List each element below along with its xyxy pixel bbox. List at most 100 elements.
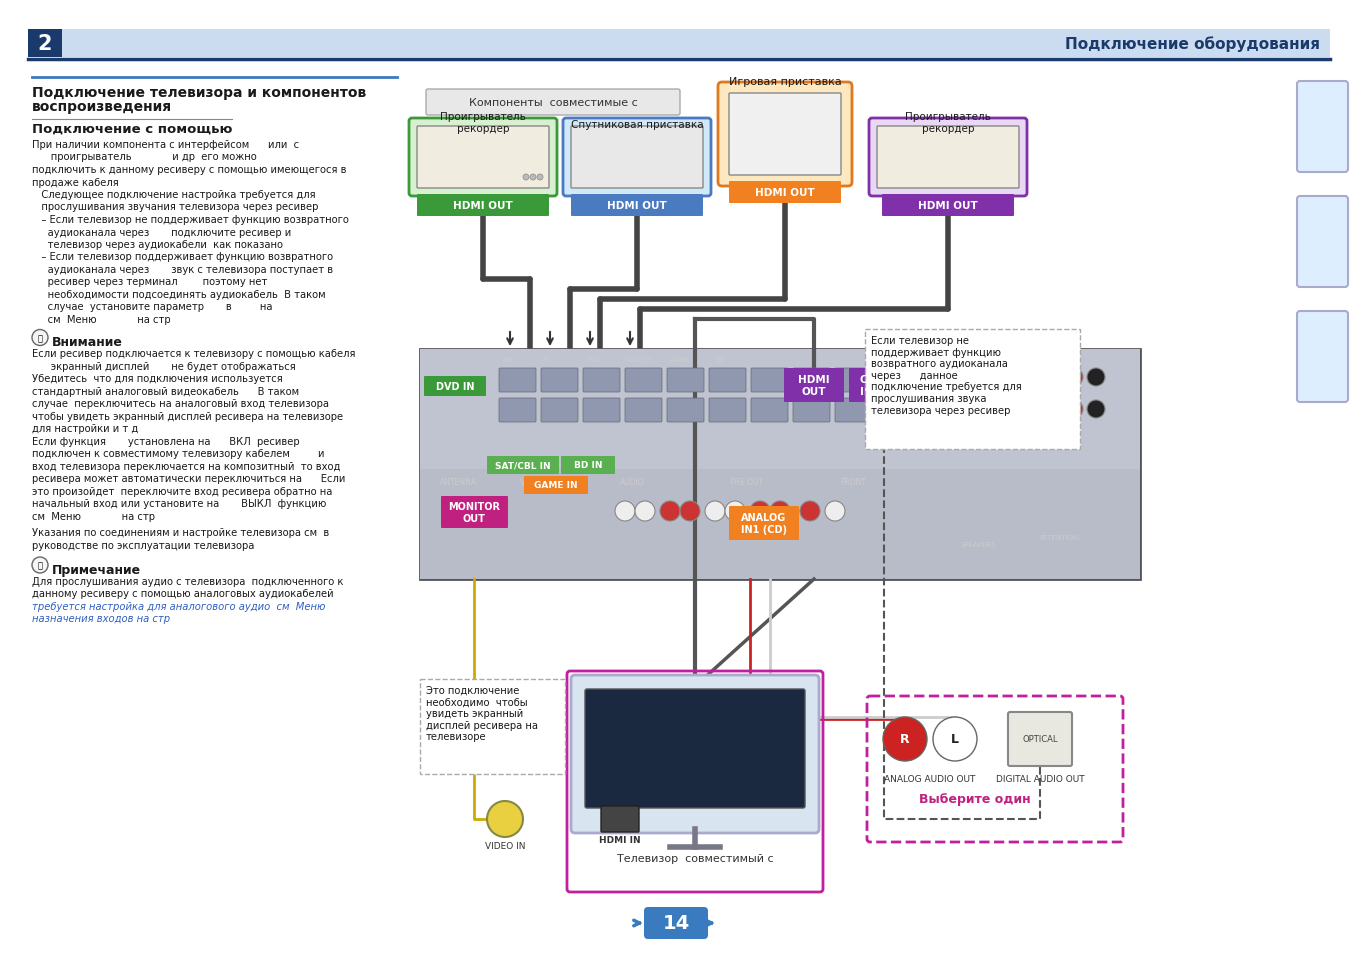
FancyBboxPatch shape bbox=[882, 194, 1014, 216]
FancyBboxPatch shape bbox=[718, 83, 852, 187]
Text: FRONT: FRONT bbox=[840, 477, 867, 486]
FancyBboxPatch shape bbox=[499, 398, 535, 422]
Text: Телевизор  совместимый с: Телевизор совместимый с bbox=[617, 853, 773, 863]
Text: воспроизведения: воспроизведения bbox=[32, 100, 172, 113]
FancyBboxPatch shape bbox=[410, 119, 557, 196]
Text: Проигрыватель
рекордер: Проигрыватель рекордер bbox=[439, 112, 526, 133]
FancyBboxPatch shape bbox=[541, 369, 579, 393]
Text: Подключение с помощью: Подключение с помощью bbox=[32, 123, 233, 136]
Text: ресивер через терминал        поэтому нет: ресивер через терминал поэтому нет bbox=[32, 277, 268, 287]
Text: 2: 2 bbox=[38, 34, 53, 54]
Text: подключить к данному ресиверу с помощью имеющегося в: подключить к данному ресиверу с помощью … bbox=[32, 165, 346, 174]
Circle shape bbox=[530, 174, 535, 181]
FancyBboxPatch shape bbox=[487, 456, 558, 475]
Circle shape bbox=[680, 501, 700, 521]
FancyBboxPatch shape bbox=[416, 127, 549, 189]
Text: VIDEO IN: VIDEO IN bbox=[485, 841, 525, 850]
FancyBboxPatch shape bbox=[62, 30, 1330, 58]
Circle shape bbox=[523, 174, 529, 181]
FancyBboxPatch shape bbox=[426, 90, 680, 116]
Text: вход телевизора переключается на композитный  то вход: вход телевизора переключается на компози… bbox=[32, 461, 341, 472]
Text: стандартный аналоговый видеокабель      В таком: стандартный аналоговый видеокабель В так… bbox=[32, 387, 299, 396]
FancyBboxPatch shape bbox=[729, 182, 841, 204]
Text: Игровая приставка: Игровая приставка bbox=[729, 77, 841, 87]
Text: это произойдет  переключите вход ресивера обратно на: это произойдет переключите вход ресивера… bbox=[32, 486, 333, 497]
FancyBboxPatch shape bbox=[525, 476, 588, 495]
Text: случае  установите параметр       в         на: случае установите параметр в на bbox=[32, 302, 273, 313]
FancyBboxPatch shape bbox=[420, 350, 1140, 470]
Text: Подключение оборудования: Подключение оборудования bbox=[1065, 36, 1320, 51]
FancyBboxPatch shape bbox=[541, 398, 579, 422]
Text: – Если телевизор не поддерживает функцию возвратного: – Если телевизор не поддерживает функцию… bbox=[32, 214, 349, 225]
Circle shape bbox=[1042, 400, 1061, 418]
Text: BD: BD bbox=[715, 356, 725, 363]
FancyBboxPatch shape bbox=[750, 369, 788, 393]
FancyBboxPatch shape bbox=[729, 94, 841, 175]
Text: PRE OUT: PRE OUT bbox=[730, 477, 763, 486]
Text: Для прослушивания аудио с телевизора  подключенного к: Для прослушивания аудио с телевизора под… bbox=[32, 577, 343, 586]
Text: назначения входов на стр: назначения входов на стр bbox=[32, 614, 170, 624]
Text: ANTENNA: ANTENNA bbox=[439, 477, 477, 486]
Text: DVD IN: DVD IN bbox=[435, 381, 475, 392]
Text: ATTENTION:: ATTENTION: bbox=[1040, 535, 1082, 540]
FancyBboxPatch shape bbox=[28, 30, 62, 58]
Text: см  Меню             на стр: см Меню на стр bbox=[32, 512, 155, 521]
Circle shape bbox=[1021, 400, 1038, 418]
FancyBboxPatch shape bbox=[667, 398, 704, 422]
FancyBboxPatch shape bbox=[420, 350, 1140, 579]
FancyBboxPatch shape bbox=[849, 369, 919, 402]
Text: Это подключение
необходимо  чтобы
увидеть экранный
дисплей ресивера на
телевизор: Это подключение необходимо чтобы увидеть… bbox=[426, 685, 538, 741]
Text: SAT/CBL: SAT/CBL bbox=[625, 356, 654, 363]
Text: 🔊: 🔊 bbox=[38, 334, 42, 343]
FancyBboxPatch shape bbox=[420, 679, 565, 774]
FancyBboxPatch shape bbox=[602, 806, 639, 832]
Text: Если ресивер подключается к телевизору с помощью кабеля: Если ресивер подключается к телевизору с… bbox=[32, 349, 356, 359]
FancyBboxPatch shape bbox=[1009, 712, 1072, 766]
Circle shape bbox=[800, 501, 821, 521]
Text: начальный вход или установите на       ВЫКЛ  функцию: начальный вход или установите на ВЫКЛ фу… bbox=[32, 499, 326, 509]
Circle shape bbox=[933, 718, 977, 761]
Circle shape bbox=[32, 330, 49, 346]
Text: HD: HD bbox=[502, 356, 512, 363]
Text: HDMI
OUT: HDMI OUT bbox=[798, 375, 830, 396]
Text: – Если телевизор поддерживает функцию возвратного: – Если телевизор поддерживает функцию во… bbox=[32, 253, 333, 262]
Circle shape bbox=[615, 501, 635, 521]
FancyBboxPatch shape bbox=[625, 398, 662, 422]
Text: ANALOG AUDIO OUT: ANALOG AUDIO OUT bbox=[884, 774, 976, 783]
Text: Убедитесь  что для подключения используется: Убедитесь что для подключения использует… bbox=[32, 375, 283, 384]
Text: 14: 14 bbox=[662, 914, 690, 933]
Text: BD IN: BD IN bbox=[573, 461, 602, 470]
FancyBboxPatch shape bbox=[877, 127, 1019, 189]
Text: Спутниковая приставка: Спутниковая приставка bbox=[571, 120, 703, 130]
Circle shape bbox=[635, 501, 654, 521]
FancyBboxPatch shape bbox=[583, 369, 621, 393]
Circle shape bbox=[1087, 369, 1105, 387]
FancyBboxPatch shape bbox=[865, 330, 1080, 450]
FancyBboxPatch shape bbox=[420, 470, 1140, 579]
FancyBboxPatch shape bbox=[869, 119, 1028, 196]
FancyBboxPatch shape bbox=[1297, 82, 1348, 172]
Text: IN: IN bbox=[542, 356, 549, 363]
Text: чтобы увидеть экранный дисплей ресивера на телевизоре: чтобы увидеть экранный дисплей ресивера … bbox=[32, 412, 343, 421]
FancyBboxPatch shape bbox=[625, 369, 662, 393]
Text: AUDIO: AUDIO bbox=[621, 477, 645, 486]
FancyBboxPatch shape bbox=[877, 369, 914, 393]
Text: подключен к совместимому телевизору кабелем         и: подключен к совместимому телевизору кабе… bbox=[32, 449, 324, 459]
Text: MONITOR
OUT: MONITOR OUT bbox=[448, 501, 500, 523]
Circle shape bbox=[537, 174, 544, 181]
Text: Указания по соединениям и настройке телевизора см  в: Указания по соединениям и настройке теле… bbox=[32, 528, 330, 537]
Circle shape bbox=[704, 501, 725, 521]
Text: Выберите один: Выберите один bbox=[919, 792, 1030, 805]
Text: руководстве по эксплуатации телевизора: руководстве по эксплуатации телевизора bbox=[32, 540, 254, 551]
Text: L: L bbox=[950, 733, 959, 745]
FancyBboxPatch shape bbox=[708, 369, 746, 393]
Text: GAME IN: GAME IN bbox=[534, 481, 577, 490]
Text: для настройки и т д: для настройки и т д bbox=[32, 424, 138, 434]
Text: Компоненты  совместимые с: Компоненты совместимые с bbox=[469, 98, 637, 108]
FancyBboxPatch shape bbox=[667, 369, 704, 393]
FancyBboxPatch shape bbox=[1297, 196, 1348, 288]
FancyBboxPatch shape bbox=[794, 369, 830, 393]
FancyBboxPatch shape bbox=[571, 194, 703, 216]
Text: OPTICAL
IN1 (TV): OPTICAL IN1 (TV) bbox=[859, 375, 909, 396]
FancyBboxPatch shape bbox=[1297, 312, 1348, 402]
